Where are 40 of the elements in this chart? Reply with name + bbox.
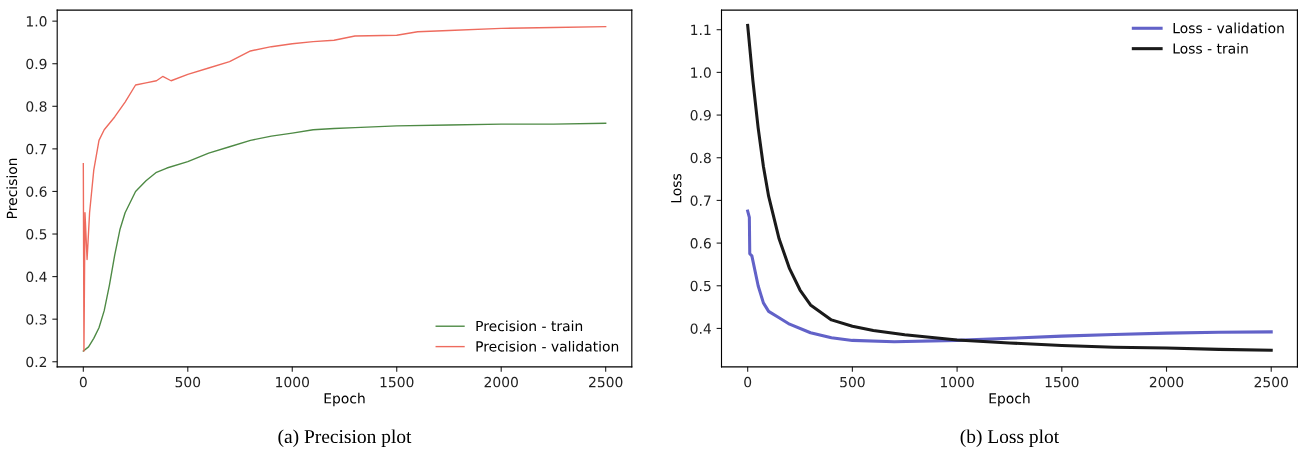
y-tick-label: 0.8 xyxy=(690,152,711,164)
x-axis-title: Epoch xyxy=(324,392,365,407)
x-tick-label: 2000 xyxy=(1149,376,1184,388)
y-tick-label: 0.7 xyxy=(26,143,47,155)
x-tick-label: 2500 xyxy=(1254,376,1288,388)
y-tick-label: 0.7 xyxy=(690,195,711,206)
y-tick-label: 1.0 xyxy=(26,16,47,27)
x-tick-label: 0 xyxy=(79,376,87,388)
line-series xyxy=(746,209,1273,344)
x-tick-label: 1000 xyxy=(276,376,310,388)
y-tick-label: 1.0 xyxy=(691,67,711,78)
legend-label: Precision - train xyxy=(476,320,583,332)
y-tick-label: 0.4 xyxy=(690,323,711,334)
y-tick-label: 0.8 xyxy=(26,101,47,112)
y-tick-label: 0.6 xyxy=(26,186,47,197)
y-axis-title: Loss xyxy=(671,173,682,203)
y-tick-label: 0.9 xyxy=(690,110,711,121)
text: (a) Precision plot xyxy=(278,429,412,448)
x-tick-label: 500 xyxy=(175,376,201,388)
y-tick-label: 0.2 xyxy=(26,356,47,368)
x-tick-label: 1500 xyxy=(380,376,414,388)
y-tick-label: 0.6 xyxy=(690,238,711,249)
text: (b) Loss plot xyxy=(960,429,1060,448)
legend-label: Loss - train xyxy=(1173,42,1248,54)
y-tick-label: 0.5 xyxy=(690,280,711,292)
y-axis-title: Precision xyxy=(6,158,18,219)
x-tick-label: 0 xyxy=(744,376,752,388)
y-tick-label: 1.1 xyxy=(691,24,711,35)
x-tick-label: 1000 xyxy=(940,376,974,388)
x-tick-label: 2000 xyxy=(484,376,518,388)
y-tick-label: 0.4 xyxy=(26,271,47,283)
y-tick-label: 0.3 xyxy=(26,314,47,325)
y-tick-label: 0.9 xyxy=(26,58,47,70)
x-tick-label: 1500 xyxy=(1045,376,1079,388)
legend-label: Precision - validation xyxy=(476,340,619,352)
y-tick-label: 0.5 xyxy=(26,228,47,240)
x-tick-label: 500 xyxy=(840,376,865,388)
x-axis-title: Epoch xyxy=(989,392,1030,407)
legend-label: Loss - validation xyxy=(1173,22,1284,34)
x-tick-label: 2500 xyxy=(589,376,623,388)
